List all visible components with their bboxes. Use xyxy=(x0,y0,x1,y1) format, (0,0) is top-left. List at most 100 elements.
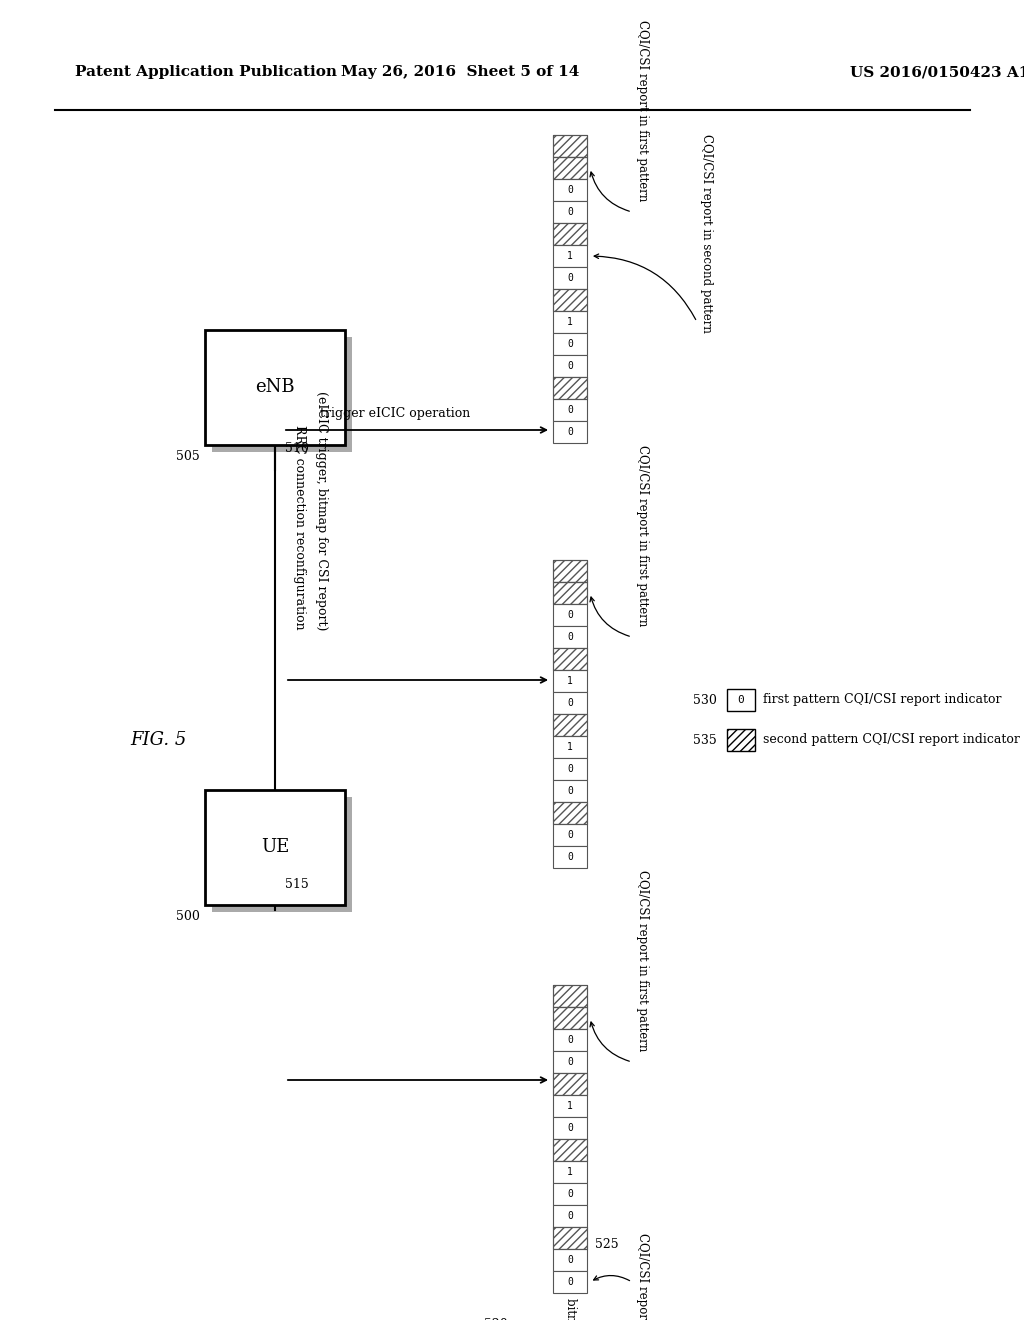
Bar xyxy=(553,560,587,582)
Bar xyxy=(553,692,587,714)
Bar xyxy=(553,582,587,605)
Bar xyxy=(553,1096,587,1117)
Bar xyxy=(553,1228,587,1249)
Bar xyxy=(553,355,587,378)
Bar xyxy=(727,729,755,751)
Bar xyxy=(553,289,587,312)
Text: 0: 0 xyxy=(567,1035,573,1045)
Bar xyxy=(553,289,587,312)
Text: FIG. 5: FIG. 5 xyxy=(130,731,186,748)
Bar xyxy=(553,626,587,648)
Text: CQI/CSI report in second pattern: CQI/CSI report in second pattern xyxy=(700,135,714,333)
Bar xyxy=(553,1030,587,1051)
Text: CQI/CSI report timing: CQI/CSI report timing xyxy=(636,1233,648,1320)
Bar xyxy=(727,689,755,711)
Bar xyxy=(553,180,587,201)
Bar xyxy=(553,1271,587,1294)
Text: 1: 1 xyxy=(567,317,573,327)
Text: May 26, 2016  Sheet 5 of 14: May 26, 2016 Sheet 5 of 14 xyxy=(341,65,580,79)
Text: 0: 0 xyxy=(567,339,573,348)
Text: 0: 0 xyxy=(567,610,573,620)
Text: trigger eICIC operation: trigger eICIC operation xyxy=(319,407,470,420)
Bar xyxy=(553,1007,587,1030)
Bar xyxy=(553,223,587,246)
Text: 0: 0 xyxy=(567,851,573,862)
Text: 1: 1 xyxy=(567,1167,573,1177)
Text: 530: 530 xyxy=(693,693,717,706)
Bar xyxy=(553,157,587,180)
Text: Patent Application Publication: Patent Application Publication xyxy=(75,65,337,79)
Bar xyxy=(205,789,345,906)
Bar xyxy=(205,330,345,445)
Bar xyxy=(553,1228,587,1249)
Bar xyxy=(553,157,587,180)
Bar xyxy=(553,803,587,824)
Text: 0: 0 xyxy=(567,1210,573,1221)
Text: 0: 0 xyxy=(567,1255,573,1265)
Text: 510: 510 xyxy=(285,442,309,455)
Text: (eICIC trigger, bitmap for CSI report): (eICIC trigger, bitmap for CSI report) xyxy=(315,391,328,630)
Text: 1: 1 xyxy=(567,742,573,752)
Bar xyxy=(553,378,587,399)
Bar xyxy=(553,648,587,671)
Bar xyxy=(553,582,587,605)
Bar xyxy=(553,1162,587,1183)
Bar xyxy=(553,312,587,333)
Text: 0: 0 xyxy=(567,1057,573,1067)
Bar xyxy=(553,758,587,780)
Bar xyxy=(553,421,587,444)
Text: 0: 0 xyxy=(567,785,573,796)
Bar xyxy=(553,1073,587,1096)
Bar xyxy=(553,824,587,846)
Bar xyxy=(553,1205,587,1228)
Bar xyxy=(212,337,352,451)
Text: second pattern CQI/CSI report indicator: second pattern CQI/CSI report indicator xyxy=(763,734,1020,747)
Text: 515: 515 xyxy=(285,878,309,891)
Bar xyxy=(553,846,587,869)
Bar xyxy=(553,605,587,626)
Text: CQI/CSI report in first pattern: CQI/CSI report in first pattern xyxy=(636,870,648,1051)
Text: 520: 520 xyxy=(484,1317,508,1320)
Bar xyxy=(553,1139,587,1162)
Text: 1: 1 xyxy=(567,251,573,261)
Text: first pattern CQI/CSI report indicator: first pattern CQI/CSI report indicator xyxy=(763,693,1001,706)
Text: 0: 0 xyxy=(567,426,573,437)
Text: 0: 0 xyxy=(567,632,573,642)
Text: 535: 535 xyxy=(693,734,717,747)
Text: 0: 0 xyxy=(567,698,573,708)
Text: 1: 1 xyxy=(567,676,573,686)
Bar xyxy=(553,135,587,157)
Text: RRC connection reconfiguration: RRC connection reconfiguration xyxy=(293,425,306,630)
Text: 0: 0 xyxy=(567,830,573,840)
Text: UE: UE xyxy=(261,838,289,857)
Bar xyxy=(553,246,587,267)
Text: 0: 0 xyxy=(567,273,573,282)
Bar xyxy=(553,985,587,1007)
Text: bitmap for FDD: bitmap for FDD xyxy=(563,1298,577,1320)
Text: 0: 0 xyxy=(567,207,573,216)
Text: US 2016/0150423 A1: US 2016/0150423 A1 xyxy=(850,65,1024,79)
Text: 0: 0 xyxy=(567,1189,573,1199)
Bar xyxy=(553,399,587,421)
Bar xyxy=(553,737,587,758)
Text: 525: 525 xyxy=(595,1238,618,1251)
Bar xyxy=(553,333,587,355)
Bar xyxy=(553,985,587,1007)
Text: 0: 0 xyxy=(567,1276,573,1287)
Bar xyxy=(553,648,587,671)
Text: 0: 0 xyxy=(567,360,573,371)
Bar xyxy=(212,797,352,912)
Bar xyxy=(553,201,587,223)
Bar xyxy=(553,378,587,399)
Text: 1: 1 xyxy=(567,1101,573,1111)
Bar xyxy=(553,1073,587,1096)
Text: CQI/CSI report in first pattern: CQI/CSI report in first pattern xyxy=(636,445,648,626)
Bar xyxy=(553,803,587,824)
Bar xyxy=(553,714,587,737)
Text: 0: 0 xyxy=(737,696,744,705)
Text: 0: 0 xyxy=(567,764,573,774)
Bar xyxy=(553,267,587,289)
Bar xyxy=(553,135,587,157)
Text: CQI/CSI report in first pattern: CQI/CSI report in first pattern xyxy=(636,20,648,201)
Bar xyxy=(553,1007,587,1030)
